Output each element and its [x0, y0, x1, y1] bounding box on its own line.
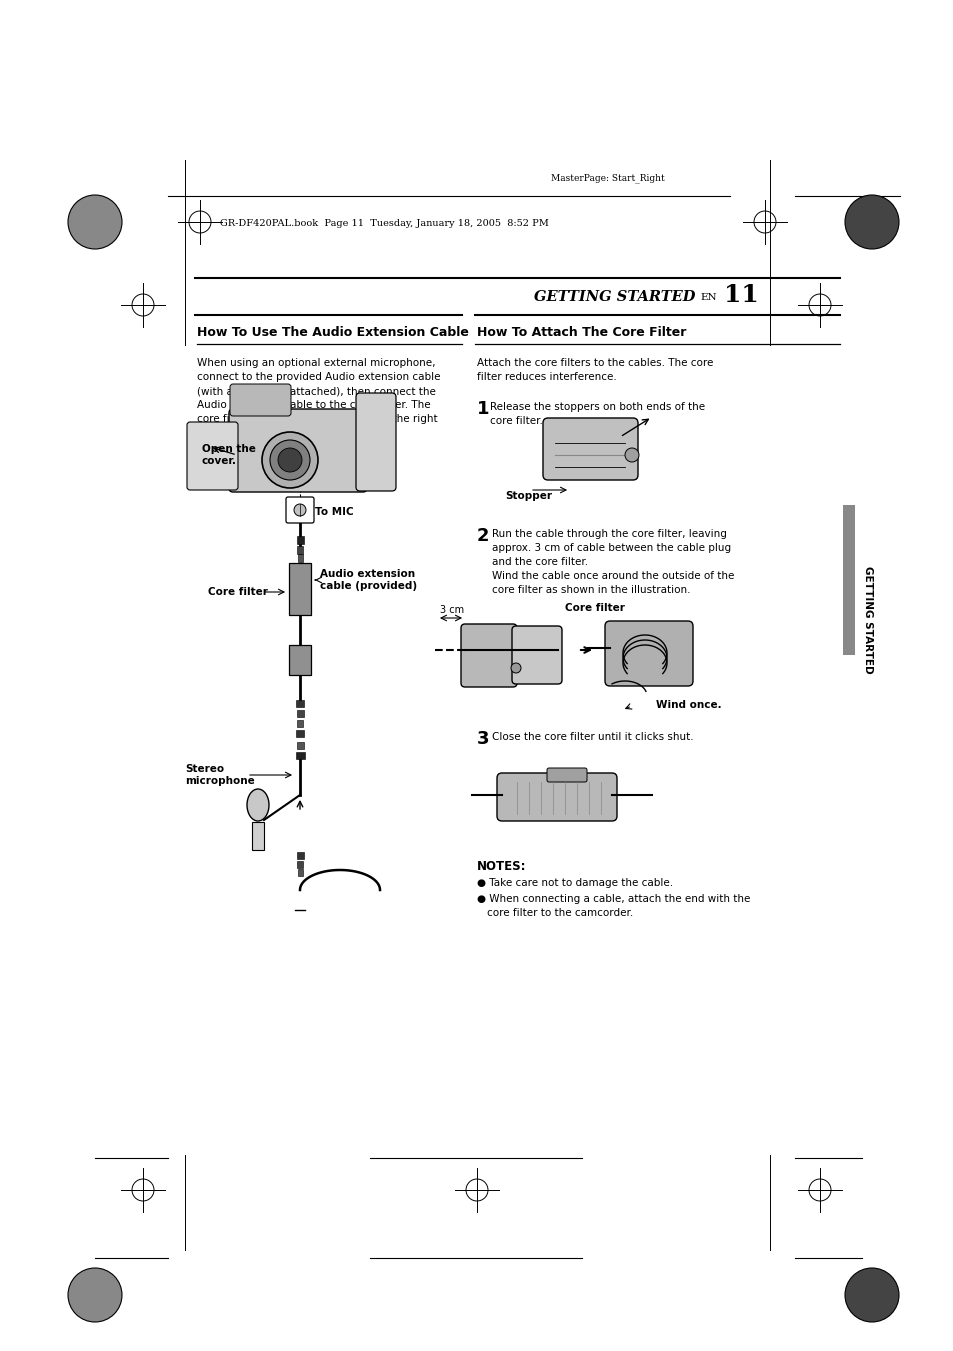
Circle shape: [844, 195, 898, 249]
FancyBboxPatch shape: [512, 626, 561, 684]
Text: MasterPage: Start_Right: MasterPage: Start_Right: [551, 173, 664, 182]
Text: Wind the cable once around the outside of the: Wind the cable once around the outside o…: [492, 571, 734, 581]
Text: and the core filter.: and the core filter.: [492, 557, 587, 567]
Bar: [296, 711, 304, 717]
Text: core filter.: core filter.: [490, 416, 542, 426]
Text: 2: 2: [476, 527, 489, 544]
FancyBboxPatch shape: [460, 624, 517, 688]
Text: GETTING STARTED: GETTING STARTED: [533, 290, 695, 304]
Circle shape: [511, 663, 520, 673]
Bar: [289, 644, 311, 676]
Text: Stopper: Stopper: [504, 490, 552, 501]
Text: 1: 1: [476, 400, 489, 417]
Text: core filter as shown in the illustration.: core filter as shown in the illustration…: [492, 585, 690, 594]
Circle shape: [68, 195, 122, 249]
Bar: [296, 536, 304, 544]
Text: Core filter: Core filter: [208, 586, 268, 597]
Text: 3 cm: 3 cm: [439, 605, 463, 615]
Bar: [295, 700, 304, 707]
Text: connect to the provided Audio extension cable: connect to the provided Audio extension …: [196, 372, 440, 382]
Text: ● Take care not to damage the cable.: ● Take care not to damage the cable.: [476, 878, 673, 888]
Text: Audio extension
cable (provided): Audio extension cable (provided): [319, 569, 416, 590]
Text: core filter reduces interference. (See the right: core filter reduces interference. (See t…: [196, 413, 437, 424]
Text: Release the stoppers on both ends of the: Release the stoppers on both ends of the: [490, 403, 704, 412]
Circle shape: [624, 449, 639, 462]
FancyBboxPatch shape: [286, 497, 314, 523]
Text: filter reduces interference.: filter reduces interference.: [476, 372, 616, 382]
Text: Core filter: Core filter: [564, 603, 624, 613]
Bar: [295, 753, 305, 759]
Text: Stereo
microphone: Stereo microphone: [185, 765, 254, 786]
Text: approx. 3 cm of cable between the cable plug: approx. 3 cm of cable between the cable …: [492, 543, 730, 553]
Bar: [297, 869, 303, 875]
Text: EN: EN: [700, 293, 716, 303]
Bar: [842, 505, 854, 655]
Text: Wind once.: Wind once.: [656, 700, 721, 711]
Text: Attach the core filters to the cables. The core: Attach the core filters to the cables. T…: [476, 358, 713, 367]
Text: ● When connecting a cable, attach the end with the: ● When connecting a cable, attach the en…: [476, 894, 750, 904]
Bar: [296, 720, 303, 727]
Circle shape: [277, 449, 302, 471]
Bar: [297, 554, 303, 562]
Circle shape: [294, 504, 306, 516]
Text: To MIC: To MIC: [314, 507, 354, 517]
Text: How To Attach The Core Filter: How To Attach The Core Filter: [476, 326, 685, 339]
FancyBboxPatch shape: [542, 417, 638, 480]
Bar: [296, 852, 304, 859]
Text: When using an optional external microphone,: When using an optional external micropho…: [196, 358, 435, 367]
Text: How To Use The Audio Extension Cable: How To Use The Audio Extension Cable: [196, 326, 468, 339]
Text: 3: 3: [476, 730, 489, 748]
Circle shape: [270, 440, 310, 480]
Circle shape: [262, 432, 317, 488]
FancyBboxPatch shape: [229, 409, 367, 492]
Text: Audio extension cable to the camcorder. The: Audio extension cable to the camcorder. …: [196, 400, 430, 409]
FancyBboxPatch shape: [497, 773, 617, 821]
Text: (with a core filter attached), then connect the: (with a core filter attached), then conn…: [196, 386, 436, 396]
Text: Close the core filter until it clicks shut.: Close the core filter until it clicks sh…: [492, 732, 693, 742]
Bar: [289, 563, 311, 615]
Text: core filter to the camcorder.: core filter to the camcorder.: [486, 908, 633, 917]
Circle shape: [844, 1269, 898, 1323]
Text: GR-DF420PAL.book  Page 11  Tuesday, January 18, 2005  8:52 PM: GR-DF420PAL.book Page 11 Tuesday, Januar…: [220, 219, 548, 228]
Bar: [252, 821, 264, 850]
Text: GETTING STARTED: GETTING STARTED: [862, 566, 872, 674]
FancyBboxPatch shape: [187, 422, 237, 490]
Bar: [296, 742, 304, 748]
FancyBboxPatch shape: [355, 393, 395, 490]
FancyBboxPatch shape: [546, 767, 586, 782]
Circle shape: [68, 1269, 122, 1323]
Ellipse shape: [247, 789, 269, 821]
Bar: [296, 861, 303, 867]
Text: NOTES:: NOTES:: [476, 861, 526, 873]
Text: Open the
cover.: Open the cover.: [202, 444, 255, 466]
Bar: [296, 546, 303, 554]
Bar: [295, 730, 304, 738]
Text: column.): column.): [196, 428, 243, 438]
Text: 11: 11: [723, 282, 758, 307]
Text: Run the cable through the core filter, leaving: Run the cable through the core filter, l…: [492, 530, 726, 539]
FancyBboxPatch shape: [604, 621, 692, 686]
FancyBboxPatch shape: [230, 384, 291, 416]
